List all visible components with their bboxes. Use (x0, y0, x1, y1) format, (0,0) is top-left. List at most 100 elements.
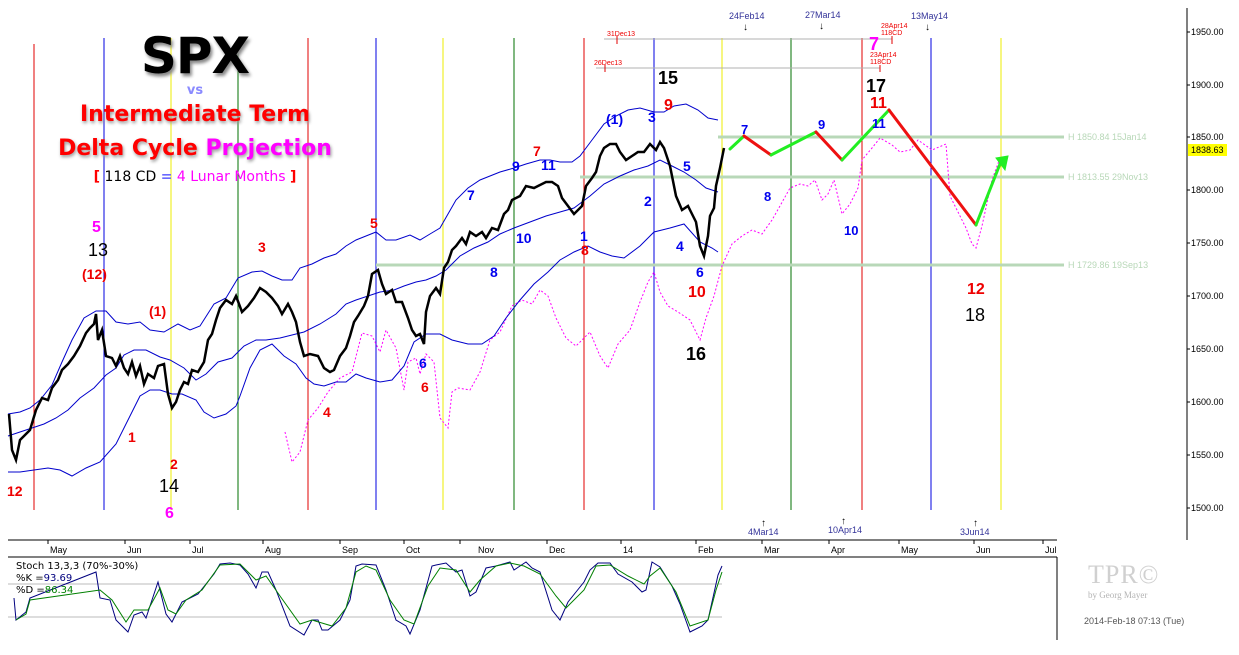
title-line-1: Intermediate Term (80, 102, 310, 127)
last-price-tag: 1838.63 (1188, 144, 1227, 156)
time-axis: May Jun Jul Aug Sep Oct Nov Dec 14 Feb M… (8, 539, 1058, 640)
top-date-24feb14: 24Feb14 (729, 11, 765, 21)
support-lines (376, 135, 1064, 267)
label-blue-3: 3 (648, 109, 656, 125)
svg-text:Aug: Aug (265, 545, 281, 555)
arrow-down-icon: ↓ (925, 22, 930, 33)
label-blue-9b: 9 (818, 117, 825, 132)
svg-text:1650.00: 1650.00 (1191, 344, 1224, 354)
marker-28apr14-cd: 118CD (881, 30, 902, 37)
top-date-arrows: 24Feb14 27Mar14 13May14 ↓ ↓ ↓ (729, 10, 948, 33)
label-magenta-6: 6 (165, 505, 174, 522)
marker-26dec13: 26Dec13 (594, 60, 622, 67)
label-black-17: 17 (866, 76, 886, 96)
arrow-up-icon: ↑ (841, 516, 846, 527)
svg-text:Apr: Apr (831, 545, 845, 555)
label-blue-paren-1: (1) (606, 111, 623, 127)
svg-text:Nov: Nov (478, 545, 495, 555)
label-magenta-7: 7 (869, 34, 879, 54)
label-blue-5: 5 (683, 158, 691, 174)
stoch-legend: Stoch 13,3,3 (70%-30%) %K =93.69 %D =86.… (16, 561, 138, 597)
label-blue-7b: 7 (741, 122, 748, 137)
chart-timestamp: 2014-Feb-18 07:13 (Tue) (1084, 616, 1185, 626)
stoch-k-row: %K =93.69 (16, 573, 138, 585)
label-red-7: 7 (533, 143, 541, 159)
label-red-4: 4 (323, 404, 331, 420)
svg-text:14: 14 (623, 545, 633, 555)
svg-text:Sep: Sep (342, 545, 358, 555)
title-projection: Projection (205, 136, 332, 161)
svg-text:May: May (901, 545, 919, 555)
label-blue-10b: 10 (844, 223, 858, 238)
label-red-9: 9 (664, 97, 673, 114)
svg-text:1600.00: 1600.00 (1191, 397, 1224, 407)
stoch-k-value: 93.69 (43, 573, 73, 584)
label-blue-2: 2 (644, 193, 652, 209)
svg-text:1950.00: 1950.00 (1191, 27, 1224, 37)
svg-text:1550.00: 1550.00 (1191, 450, 1224, 460)
label-red-6: 6 (421, 379, 429, 395)
watermark: TPR© by Georg Mayer (1088, 560, 1159, 600)
stoch-title: Stoch 13,3,3 (70%-30%) (16, 561, 139, 572)
marker-28apr14: 28Apr14 (881, 23, 908, 30)
svg-text:Dec: Dec (549, 545, 566, 555)
label-red-12b: 12 (967, 281, 985, 298)
spx-price-line (7, 139, 726, 465)
svg-text:Oct: Oct (406, 545, 421, 555)
label-black-16: 16 (686, 344, 706, 364)
bottom-date-arrows: ↑ 4Mar14 ↑ 10Apr14 ↑ 3Jun14 (748, 516, 990, 537)
projection-zigzag (728, 108, 1009, 227)
watermark-brand: TPR© (1088, 560, 1160, 589)
svg-text:Jul: Jul (192, 545, 204, 555)
stochastic-panel (8, 561, 723, 636)
svg-text:May: May (50, 545, 68, 555)
svg-text:Jul: Jul (1045, 545, 1057, 555)
marker-31dec13: 31Dec13 (607, 31, 635, 38)
bottom-date-3jun14: 3Jun14 (960, 527, 990, 537)
label-red-12: 12 (7, 483, 23, 499)
cycle-date-markers: 31Dec13 26Dec13 28Apr14 118CD 23Apr14 11… (594, 23, 908, 67)
delta-projection-line (284, 137, 1001, 464)
svg-text:1500.00: 1500.00 (1191, 503, 1224, 513)
label-blue-10: 10 (516, 230, 532, 246)
label-blue-11b: 11 (872, 116, 886, 131)
title-vs: vs (186, 83, 204, 98)
svg-text:Mar: Mar (764, 545, 780, 555)
title-subtitle: [ 118 CD = 4 Lunar Months ] (40, 166, 350, 188)
label-blue-1: 1 (580, 228, 588, 244)
arrow-up-icon: ↑ (761, 518, 766, 529)
label-blue-7: 7 (467, 187, 475, 203)
chart-title-block: SPX vs Intermediate Term Delta Cycle Pro… (40, 28, 350, 188)
label-red-11: 11 (870, 95, 887, 112)
label-blue-8b: 8 (764, 189, 771, 204)
label-blue-6: 6 (419, 355, 427, 371)
bottom-date-10apr14: 10Apr14 (828, 525, 862, 535)
svg-text:Jun: Jun (976, 545, 991, 555)
arrow-down-icon: ↓ (743, 22, 748, 33)
label-black-15: 15 (658, 68, 678, 88)
label-red-paren-1: (1) (149, 303, 166, 319)
label-blue-6b: 6 (696, 264, 704, 280)
support-label-1: H 1850.84 15Jan14 (1068, 132, 1147, 142)
price-axis: 1950.00 1900.00 1850.00 1800.00 1750.00 … (1186, 8, 1224, 540)
svg-text:1900.00: 1900.00 (1191, 80, 1224, 90)
wave-labels: 5 13 (12) (1) 1 2 14 6 12 3 4 5 6 6 7 8 … (7, 34, 985, 522)
svg-text:Jun: Jun (127, 545, 142, 555)
bollinger-bands (7, 103, 719, 477)
title-line-2: Delta Cycle Projection (40, 132, 350, 166)
watermark-author: by Georg Mayer (1088, 590, 1148, 600)
label-black-13: 13 (88, 240, 108, 260)
label-red-1: 1 (128, 429, 136, 445)
subtitle-equals: = (160, 169, 173, 185)
svg-text:1700.00: 1700.00 (1191, 291, 1224, 301)
cycle-vertical-lines (33, 38, 1002, 510)
stoch-k-label: %K = (16, 573, 44, 584)
label-red-10: 10 (688, 284, 706, 301)
subtitle-lunar: 4 Lunar Months (176, 169, 286, 185)
label-black-14: 14 (159, 476, 179, 496)
arrow-down-icon: ↓ (819, 21, 824, 32)
label-magenta-5: 5 (92, 219, 101, 236)
title-delta-cycle: Delta Cycle (58, 136, 198, 161)
svg-text:1800.00: 1800.00 (1191, 185, 1224, 195)
